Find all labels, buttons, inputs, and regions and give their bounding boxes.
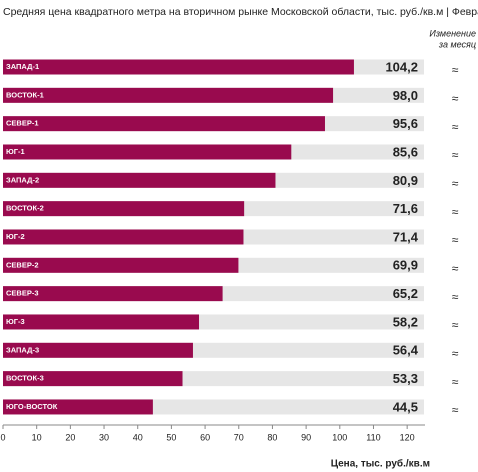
x-tick-label: 20 <box>65 432 75 442</box>
x-tick-label: 40 <box>133 432 143 442</box>
category-label: ЗАПАД-3 <box>6 345 39 354</box>
x-tick-label: 50 <box>166 432 176 442</box>
value-label: 71,6 <box>393 201 418 216</box>
bar <box>3 257 239 273</box>
change-label: ≈ <box>452 120 459 134</box>
category-label: ЗАПАД-2 <box>6 175 39 184</box>
x-axis-label: Цена, тыс. руб./кв.м <box>331 458 430 470</box>
category-label: СЕВЕР-3 <box>6 289 39 298</box>
change-label: ≈ <box>452 63 459 77</box>
change-header: за месяц <box>438 39 476 49</box>
x-tick-label: 0 <box>0 432 5 442</box>
value-label: 58,2 <box>393 314 418 329</box>
bar <box>3 314 200 330</box>
change-label: ≈ <box>452 403 459 417</box>
x-tick-label: 70 <box>234 432 244 442</box>
value-label: 53,3 <box>393 371 418 386</box>
bar <box>3 116 325 132</box>
change-label: ≈ <box>452 233 459 247</box>
category-label: ЮГ-2 <box>6 232 25 241</box>
category-label: ВОСТОК-2 <box>6 204 44 213</box>
category-label: ЮГ-1 <box>6 147 25 156</box>
change-label: ≈ <box>452 375 459 389</box>
value-label: 71,4 <box>393 229 419 244</box>
x-tick-label: 110 <box>366 432 380 442</box>
value-label: 85,6 <box>393 144 418 159</box>
x-tick-label: 30 <box>99 432 109 442</box>
value-label: 65,2 <box>393 286 418 301</box>
x-tick-label: 100 <box>332 432 347 442</box>
value-label: 44,5 <box>393 399 418 414</box>
change-label: ≈ <box>452 290 459 304</box>
change-label: ≈ <box>452 205 459 219</box>
change-label: ≈ <box>452 261 459 275</box>
chart-title: Средняя цена квадратного метра на вторич… <box>3 6 478 18</box>
x-tick-label: 60 <box>200 432 210 442</box>
change-label: ≈ <box>452 92 459 106</box>
bar <box>3 399 153 415</box>
value-label: 80,9 <box>393 173 418 188</box>
category-label: ЮГ-3 <box>6 317 25 326</box>
bar <box>3 229 244 245</box>
x-tick-label: 10 <box>32 432 42 442</box>
change-header: Изменение <box>429 28 476 38</box>
change-label: ≈ <box>452 148 459 162</box>
category-label: ВОСТОК-1 <box>6 90 44 99</box>
x-tick-label: 80 <box>267 432 277 442</box>
value-label: 69,9 <box>393 258 418 273</box>
category-label: СЕВЕР-2 <box>6 260 39 269</box>
change-label: ≈ <box>452 346 459 360</box>
bar <box>3 342 193 358</box>
bar <box>3 59 354 75</box>
bar <box>3 371 183 387</box>
category-label: ВОСТОК-3 <box>6 374 44 383</box>
value-label: 98,0 <box>393 88 418 103</box>
value-label: 104,2 <box>385 59 418 74</box>
bar <box>3 87 334 103</box>
category-label: ЮГО-ВОСТОК <box>6 402 58 411</box>
bar <box>3 144 292 160</box>
bar <box>3 201 245 217</box>
x-tick-label: 120 <box>400 432 415 442</box>
value-label: 56,4 <box>393 343 419 358</box>
category-label: ЗАПАД-1 <box>6 62 39 71</box>
category-label: СЕВЕР-1 <box>6 119 39 128</box>
change-label: ≈ <box>452 176 459 190</box>
x-tick-label: 90 <box>301 432 311 442</box>
change-label: ≈ <box>452 318 459 332</box>
value-label: 95,6 <box>393 116 418 131</box>
bar <box>3 172 276 188</box>
bar <box>3 286 223 302</box>
